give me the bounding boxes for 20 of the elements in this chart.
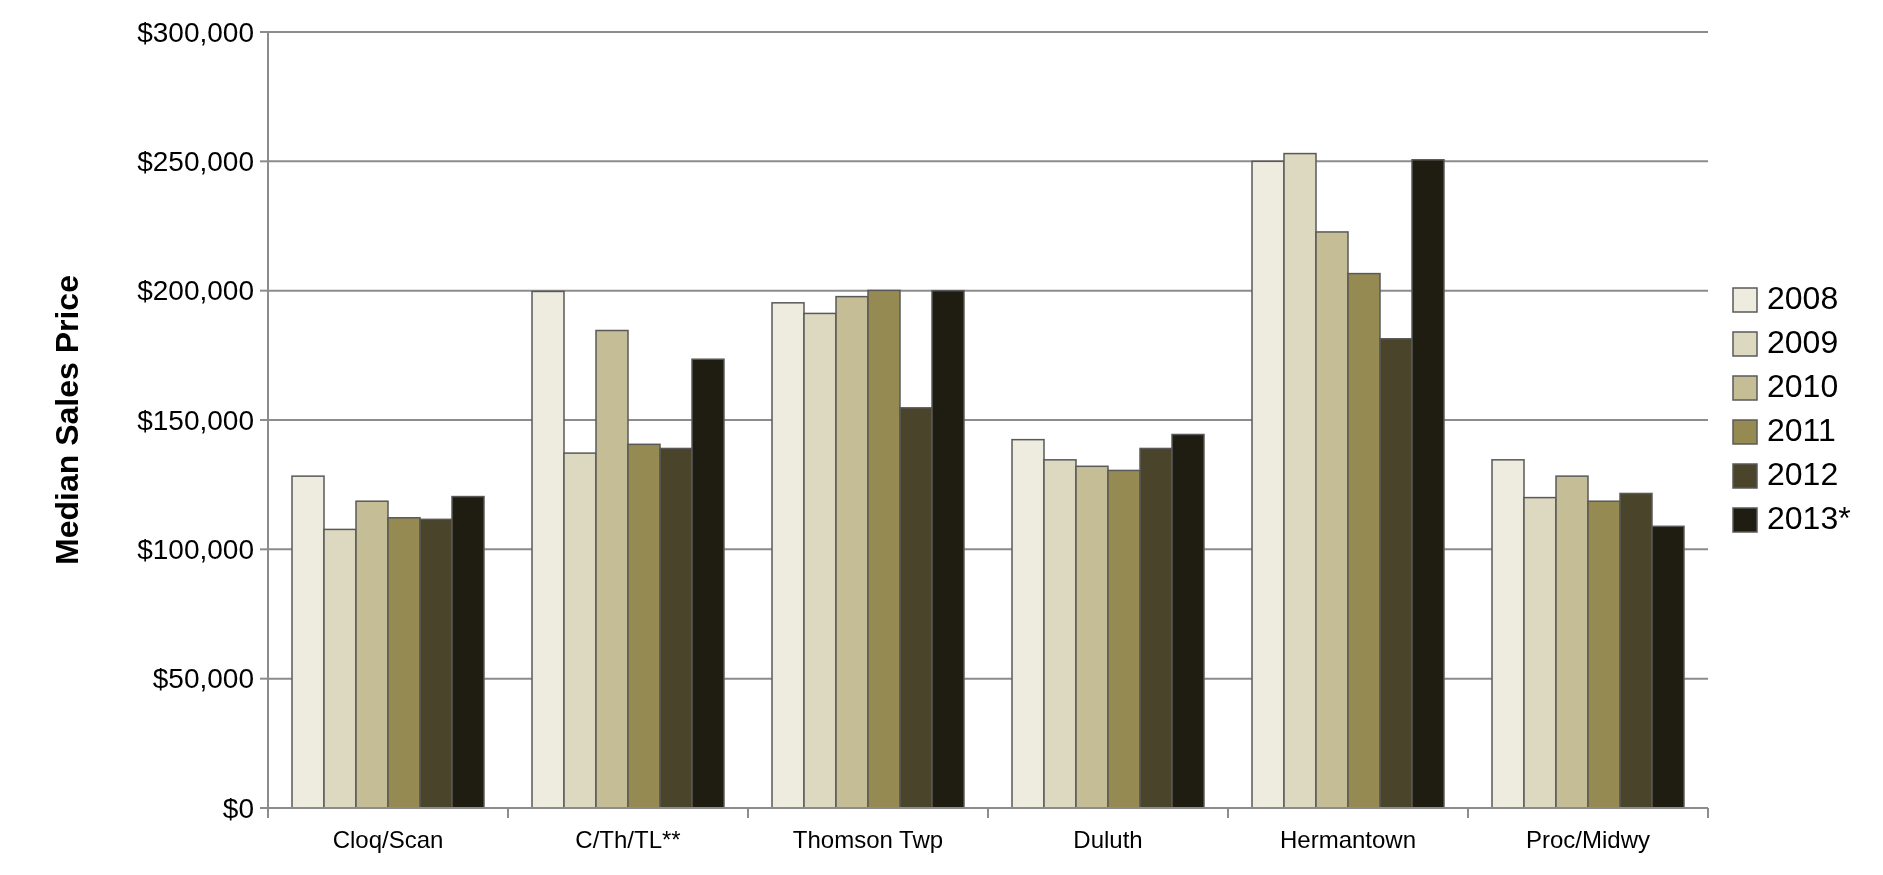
legend-label: 2012 bbox=[1767, 456, 1839, 492]
x-tick-label: Cloq/Scan bbox=[332, 826, 444, 853]
y-axis-title: Median Sales Price bbox=[49, 275, 85, 565]
legend-label: 2008 bbox=[1767, 280, 1839, 316]
y-tick-label: $50,000 bbox=[152, 663, 254, 695]
y-tick-label: $0 bbox=[222, 792, 254, 824]
x-tick-label: Thomson Twp bbox=[792, 826, 944, 853]
legend-label: 2010 bbox=[1767, 368, 1839, 404]
x-tick-label: C/Th/TL** bbox=[575, 826, 681, 853]
legend-label: 2013* bbox=[1767, 500, 1851, 536]
legend-label: 2009 bbox=[1767, 324, 1839, 360]
y-tick-label: $200,000 bbox=[137, 275, 254, 307]
legend-label: 2011 bbox=[1767, 412, 1836, 448]
y-tick-label: $100,000 bbox=[137, 534, 254, 566]
x-tick-label: Duluth bbox=[1073, 826, 1143, 853]
y-tick-label: $300,000 bbox=[137, 16, 254, 48]
y-tick-label: $150,000 bbox=[137, 404, 254, 436]
x-tick-label: Proc/Midwy bbox=[1525, 826, 1651, 853]
x-tick-label: Hermantown bbox=[1279, 826, 1417, 853]
y-tick-label: $250,000 bbox=[137, 146, 254, 178]
